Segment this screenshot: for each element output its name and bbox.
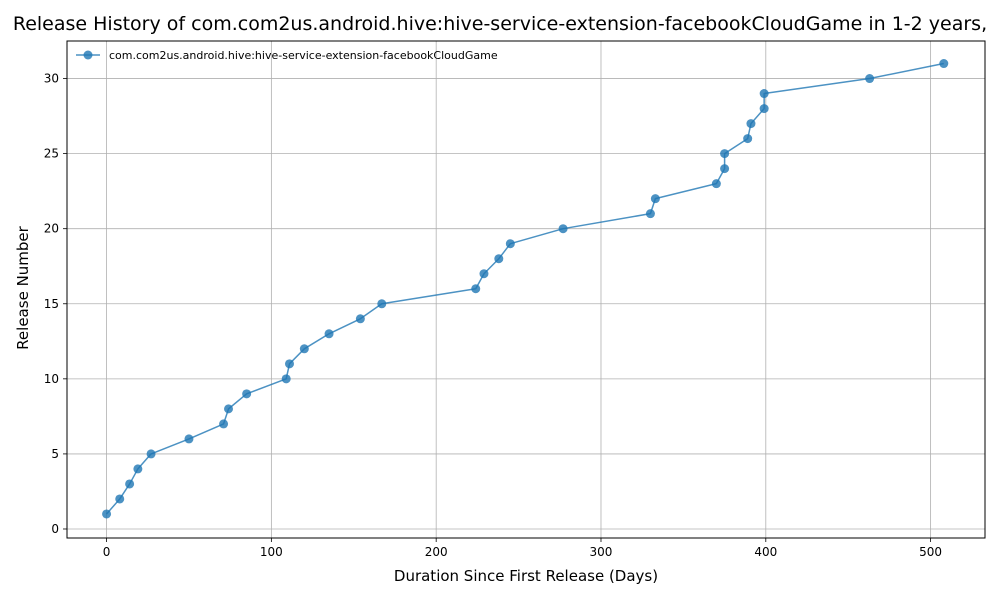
- y-axis-label: Release Number: [14, 225, 32, 349]
- y-tick-label: 5: [51, 447, 59, 461]
- data-point: [224, 404, 234, 414]
- y-tick-label: 0: [51, 522, 59, 536]
- data-point: [939, 59, 949, 69]
- data-point: [324, 329, 334, 339]
- data-point: [865, 74, 875, 84]
- series-line: [105, 62, 944, 515]
- data-point: [377, 299, 387, 309]
- legend: com.com2us.android.hive:hive-service-ext…: [76, 49, 498, 62]
- y-tick-label: 25: [44, 147, 59, 161]
- y-tick-label: 30: [44, 72, 59, 86]
- data-point: [281, 374, 291, 384]
- data-point: [355, 314, 365, 324]
- data-point: [720, 149, 730, 159]
- x-tick-label: 0: [103, 545, 111, 559]
- data-point: [746, 119, 756, 129]
- data-point: [650, 194, 660, 204]
- data-point: [184, 434, 194, 444]
- y-tick-label: 10: [44, 372, 59, 386]
- plot-frame: [66, 40, 986, 539]
- chart-title: Release History of com.com2us.android.hi…: [13, 13, 987, 35]
- data-point: [242, 389, 252, 399]
- grid: [67, 41, 985, 538]
- y-tick-label: 20: [44, 222, 59, 236]
- legend-marker-sample: [83, 50, 93, 60]
- data-point: [711, 179, 721, 189]
- data-point: [479, 269, 489, 279]
- data-point: [219, 419, 229, 429]
- x-axis-ticks: 0 100 200 300 400 500: [103, 538, 942, 559]
- data-point: [720, 164, 730, 174]
- x-tick-label: 400: [754, 545, 777, 559]
- data-point: [759, 104, 769, 114]
- x-axis-label: Duration Since First Release (Days): [394, 567, 658, 585]
- data-point: [146, 449, 156, 459]
- data-point: [759, 89, 769, 99]
- data-point: [125, 479, 135, 489]
- x-tick-label: 500: [919, 545, 942, 559]
- data-point: [645, 209, 655, 219]
- x-tick-label: 100: [260, 545, 283, 559]
- x-tick-label: 200: [425, 545, 448, 559]
- y-tick-label: 15: [44, 297, 59, 311]
- legend-entry-label: com.com2us.android.hive:hive-service-ext…: [109, 49, 498, 62]
- series-markers: [102, 59, 949, 519]
- x-tick-label: 300: [590, 545, 613, 559]
- data-point: [115, 494, 125, 504]
- data-point: [494, 254, 504, 264]
- data-point: [102, 509, 112, 519]
- data-point: [558, 224, 568, 234]
- data-point: [505, 239, 515, 249]
- y-axis-ticks: 0 5 10 15 20 25 30: [44, 72, 67, 536]
- data-point: [284, 359, 294, 369]
- series-lines: [105, 62, 944, 515]
- data-point: [133, 464, 143, 474]
- data-point: [299, 344, 309, 354]
- data-point: [743, 134, 753, 144]
- data-point: [471, 284, 481, 294]
